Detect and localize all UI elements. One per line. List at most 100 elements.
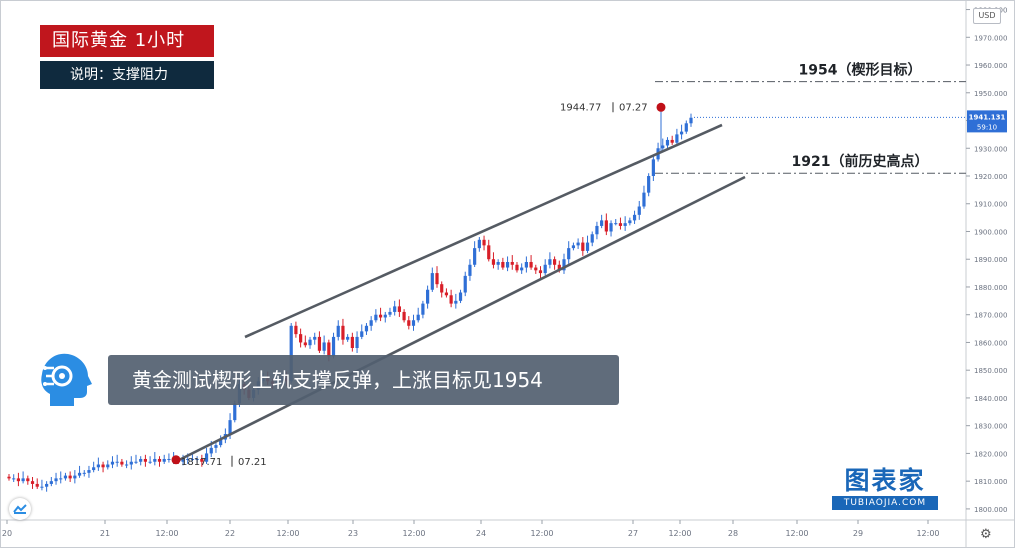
candle-body <box>675 134 679 143</box>
candle-body <box>496 262 500 265</box>
candle-body <box>364 325 369 332</box>
candle-body <box>157 458 162 462</box>
candle-body <box>143 458 147 462</box>
candle-body <box>233 403 237 421</box>
candle-body <box>134 461 138 463</box>
candle-body <box>82 472 86 474</box>
candle-body <box>204 453 209 462</box>
candle-body <box>317 336 322 351</box>
candle-body <box>449 295 453 304</box>
y-tick-label: 1810.000 <box>974 478 1007 486</box>
candle-body <box>529 262 533 268</box>
candle-body <box>623 223 627 226</box>
candle-body <box>195 458 199 460</box>
logo-sub-text: TUBIAOJIA.COM <box>832 496 938 510</box>
candle-body <box>106 464 110 468</box>
y-tick-label: 1930.000 <box>974 145 1007 153</box>
candle-body <box>491 259 496 265</box>
candle-body <box>571 245 576 249</box>
current-price-label: 1941.131 <box>969 113 1006 121</box>
current-price-tag <box>967 110 1007 133</box>
x-tick-label: 22 <box>225 529 235 538</box>
candle-body <box>590 234 594 243</box>
candle-body <box>350 336 354 348</box>
candle-body <box>430 273 434 290</box>
candle-body <box>618 223 623 226</box>
x-tick-label: 12:00 <box>402 529 425 538</box>
candle-body <box>576 242 580 246</box>
candle-body <box>96 464 100 468</box>
tradingview-icon[interactable] <box>9 498 31 520</box>
candle-body <box>604 220 608 232</box>
candle-body <box>388 311 392 315</box>
y-tick-label: 1960.000 <box>974 62 1007 70</box>
candle-body <box>374 314 378 321</box>
high-time-label: 07.27 <box>619 102 648 113</box>
candle-body <box>651 159 655 176</box>
candle-body <box>642 192 646 207</box>
candle-body <box>162 458 166 462</box>
candle-body <box>45 483 49 487</box>
candle-body <box>585 242 590 251</box>
candle-body <box>482 239 486 246</box>
x-tick-label: 12:00 <box>276 529 299 538</box>
candle-body <box>153 458 157 462</box>
candle-body <box>209 447 213 454</box>
currency-label[interactable]: USD <box>973 8 1001 24</box>
candle-body <box>101 464 105 468</box>
candle-body <box>534 267 538 271</box>
y-tick-label: 1820.000 <box>974 450 1007 458</box>
candle-body <box>59 478 63 480</box>
wedge-upper-line <box>244 123 723 339</box>
y-tick-label: 1850.000 <box>974 367 1007 375</box>
chart-note: 说明：支撑阻力 <box>40 61 214 89</box>
candle-body <box>228 420 232 434</box>
x-tick-label: 12:00 <box>530 529 553 538</box>
y-tick-label: 1920.000 <box>974 173 1007 181</box>
candle-body <box>609 223 613 232</box>
y-tick-label: 1900.000 <box>974 228 1007 236</box>
prev-high-label-1921: 1921（前历史高点） <box>792 153 929 170</box>
y-tick-label: 1890.000 <box>974 256 1007 264</box>
candle-body <box>129 461 133 465</box>
candle-body <box>595 225 599 235</box>
candle-body <box>63 475 68 479</box>
candle-body <box>548 259 552 265</box>
candle-body <box>308 339 312 346</box>
candle-body <box>520 267 524 271</box>
y-tick-label: 1840.000 <box>974 395 1007 403</box>
x-tick-label: 28 <box>728 529 738 538</box>
candle-body <box>346 336 350 340</box>
candle-body <box>679 131 684 135</box>
candle-body <box>378 314 383 318</box>
candle-body <box>303 342 307 346</box>
candle-body <box>40 486 44 488</box>
candle-body <box>665 139 670 146</box>
settings-gear-icon[interactable]: ⚙ <box>980 527 992 542</box>
candle-body <box>426 289 430 304</box>
candle-body <box>581 242 585 251</box>
logo-main-text: 图表家 <box>844 466 926 495</box>
x-tick-label: 24 <box>476 529 486 538</box>
candle-body <box>477 239 481 249</box>
candle-body <box>92 467 96 471</box>
y-tick-label: 1800.000 <box>974 506 1007 514</box>
x-tick-label: 12:00 <box>916 529 939 538</box>
candle-body <box>110 461 115 465</box>
candle-body <box>661 145 665 149</box>
x-tick-label: 23 <box>348 529 358 538</box>
candle-body <box>684 123 688 132</box>
candle-body <box>557 264 561 271</box>
candle-body <box>421 303 425 315</box>
candle-body <box>501 262 505 268</box>
candle-body <box>416 314 420 321</box>
tubiaojia-logo: 图表家 TUBIAOJIA.COM <box>832 466 938 510</box>
candle-body <box>21 478 25 482</box>
candle-body <box>435 273 439 285</box>
y-tick-label: 1880.000 <box>974 284 1007 292</box>
candle-body <box>628 220 632 224</box>
candle-body <box>148 461 152 463</box>
chart-title: 国际黄金 1小时 <box>40 25 214 57</box>
candle-body <box>214 445 218 448</box>
